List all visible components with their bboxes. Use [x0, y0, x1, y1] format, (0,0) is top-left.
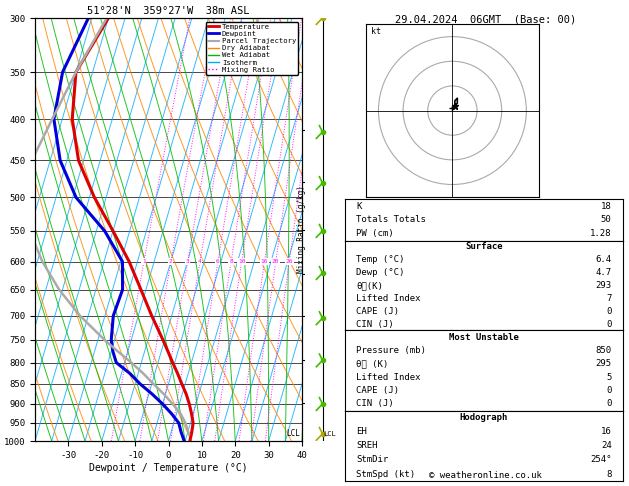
Text: 29.04.2024  06GMT  (Base: 00): 29.04.2024 06GMT (Base: 00) — [395, 15, 576, 25]
Text: 24: 24 — [601, 441, 611, 451]
Text: 850: 850 — [596, 346, 611, 355]
Text: 26: 26 — [286, 259, 293, 264]
Text: 295: 295 — [596, 359, 611, 368]
Text: CAPE (J): CAPE (J) — [356, 386, 399, 395]
Text: StmDir: StmDir — [356, 455, 388, 465]
Text: EH: EH — [356, 427, 367, 436]
Text: Hodograph: Hodograph — [460, 413, 508, 422]
Text: CAPE (J): CAPE (J) — [356, 307, 399, 316]
Text: Temp (°C): Temp (°C) — [356, 255, 404, 264]
Text: θᴄ (K): θᴄ (K) — [356, 359, 388, 368]
Text: Surface: Surface — [465, 243, 503, 251]
Text: LCL: LCL — [323, 431, 336, 437]
Text: Most Unstable: Most Unstable — [449, 332, 519, 342]
Text: 6.4: 6.4 — [596, 255, 611, 264]
Text: 0: 0 — [606, 307, 611, 316]
Text: CIN (J): CIN (J) — [356, 399, 394, 409]
Text: K: K — [356, 202, 362, 210]
Text: Pressure (mb): Pressure (mb) — [356, 346, 426, 355]
Text: 7: 7 — [606, 294, 611, 303]
Text: 4: 4 — [198, 259, 202, 264]
Text: 1: 1 — [142, 259, 146, 264]
Text: 1.28: 1.28 — [590, 229, 611, 238]
Text: 5: 5 — [606, 373, 611, 382]
X-axis label: Dewpoint / Temperature (°C): Dewpoint / Temperature (°C) — [89, 463, 248, 472]
Legend: Temperature, Dewpoint, Parcel Trajectory, Dry Adiabat, Wet Adiabat, Isotherm, Mi: Temperature, Dewpoint, Parcel Trajectory… — [206, 21, 298, 75]
Y-axis label: km
ASL: km ASL — [319, 222, 337, 238]
Text: 6: 6 — [216, 259, 220, 264]
Text: θᴄ(K): θᴄ(K) — [356, 281, 383, 290]
Text: LCL: LCL — [286, 430, 300, 438]
Text: 16: 16 — [260, 259, 268, 264]
Text: 0: 0 — [606, 320, 611, 329]
Text: SREH: SREH — [356, 441, 377, 451]
Text: 0: 0 — [606, 386, 611, 395]
Text: PW (cm): PW (cm) — [356, 229, 394, 238]
Text: StmSpd (kt): StmSpd (kt) — [356, 469, 415, 479]
Text: 50: 50 — [601, 215, 611, 225]
Text: CIN (J): CIN (J) — [356, 320, 394, 329]
Text: 293: 293 — [596, 281, 611, 290]
Text: Lifted Index: Lifted Index — [356, 294, 421, 303]
Text: Mixing Ratio (g/kg): Mixing Ratio (g/kg) — [298, 186, 306, 274]
Text: 254°: 254° — [590, 455, 611, 465]
Text: 3: 3 — [186, 259, 189, 264]
Text: Lifted Index: Lifted Index — [356, 373, 421, 382]
Text: 16: 16 — [601, 427, 611, 436]
Text: 4.7: 4.7 — [596, 268, 611, 277]
Text: kt: kt — [371, 27, 381, 36]
Text: 18: 18 — [601, 202, 611, 210]
Text: © weatheronline.co.uk: © weatheronline.co.uk — [429, 471, 542, 480]
Y-axis label: hPa: hPa — [0, 221, 1, 238]
Text: 10: 10 — [238, 259, 245, 264]
Text: 2: 2 — [169, 259, 173, 264]
Text: 8: 8 — [606, 469, 611, 479]
Text: Totals Totals: Totals Totals — [356, 215, 426, 225]
Text: 51°28'N  359°27'W  38m ASL: 51°28'N 359°27'W 38m ASL — [87, 5, 250, 16]
Text: 0: 0 — [606, 399, 611, 409]
Text: 8: 8 — [229, 259, 233, 264]
Text: Dewp (°C): Dewp (°C) — [356, 268, 404, 277]
Text: 20: 20 — [272, 259, 279, 264]
